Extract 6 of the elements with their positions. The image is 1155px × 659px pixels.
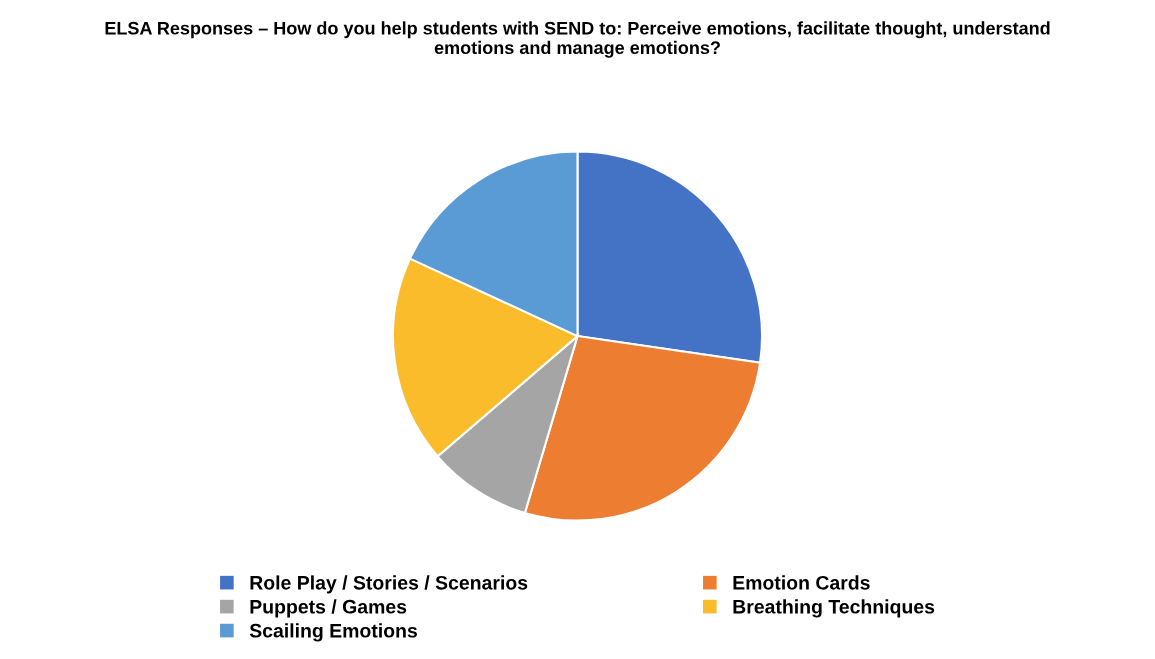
legend-label: Role Play / Stories / Scenarios (250, 575, 528, 594)
legend-label: Breathing Techniques (733, 599, 935, 618)
legend-label: Emotion Cards (733, 575, 870, 590)
legend-label: Puppets / Games (250, 599, 407, 618)
legend-label: Scailing Emotions (249, 623, 417, 642)
chart-title: ELSA Responses – How do you help students with SEND to: Perceive emotions, facilitate thought, understand emotions and manage emotions? (105, 21, 1050, 58)
